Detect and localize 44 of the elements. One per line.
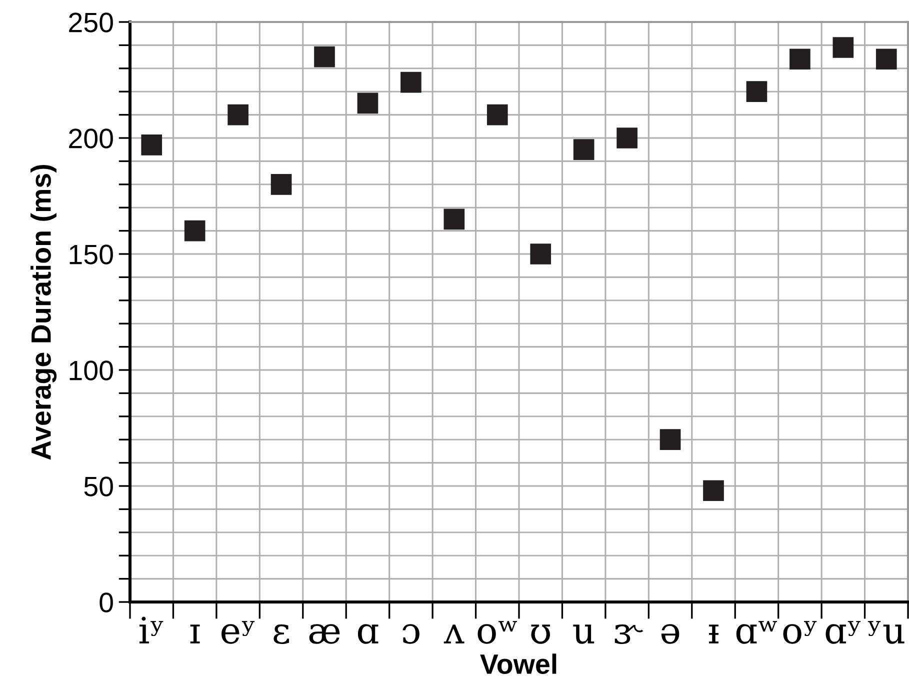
point: [184, 220, 206, 242]
point: [357, 92, 378, 114]
point: [746, 81, 768, 102]
x-tick-label: ə: [661, 624, 680, 644]
point: [876, 48, 897, 70]
y-tick-label: 250: [69, 12, 113, 32]
y-tick-label: 50: [84, 476, 113, 496]
point: [444, 208, 465, 230]
y-axis-title: Average Duration (ms): [30, 164, 57, 460]
point: [314, 46, 335, 68]
x-tick-label: ɑʸ: [826, 621, 861, 644]
point: [703, 480, 724, 502]
x-tick-label: ɑʷ: [736, 621, 778, 644]
point: [832, 37, 854, 58]
x-tick-label: ʊ: [531, 624, 550, 644]
x-tick-label: ᵻ: [709, 624, 718, 644]
x-tick-label: ɑ: [358, 624, 378, 644]
x-tick-label: ɔ: [402, 624, 420, 644]
x-tick-label: ɝ: [614, 624, 644, 644]
point: [141, 134, 162, 156]
y-tick-label: 0: [100, 592, 113, 612]
x-tick-label: ʌ: [444, 624, 464, 644]
point: [573, 139, 594, 160]
x-tick-label: eʸ: [222, 621, 255, 644]
point: [530, 244, 552, 264]
point: [486, 104, 508, 126]
point: [400, 72, 422, 93]
point: [228, 104, 248, 126]
point: [790, 48, 810, 70]
x-tick-label: iʸ: [139, 616, 164, 644]
x-tick-label: ʸu: [868, 621, 904, 644]
x-tick-label: ɛ: [274, 624, 289, 644]
x-tick-label: æ: [309, 624, 340, 644]
y-tick-label: 150: [70, 244, 113, 264]
x-tick-label: oʷ: [478, 621, 517, 644]
y-tick-label: 100: [70, 360, 113, 380]
y-tick-label: 200: [69, 128, 113, 148]
x-tick-label: ɪ: [190, 624, 200, 644]
point: [616, 128, 638, 148]
x-tick-label: u: [573, 624, 594, 644]
point: [270, 174, 292, 195]
x-axis-title: Vowel: [480, 654, 556, 674]
x-tick-label: oʸ: [783, 621, 817, 644]
point: [660, 429, 681, 450]
